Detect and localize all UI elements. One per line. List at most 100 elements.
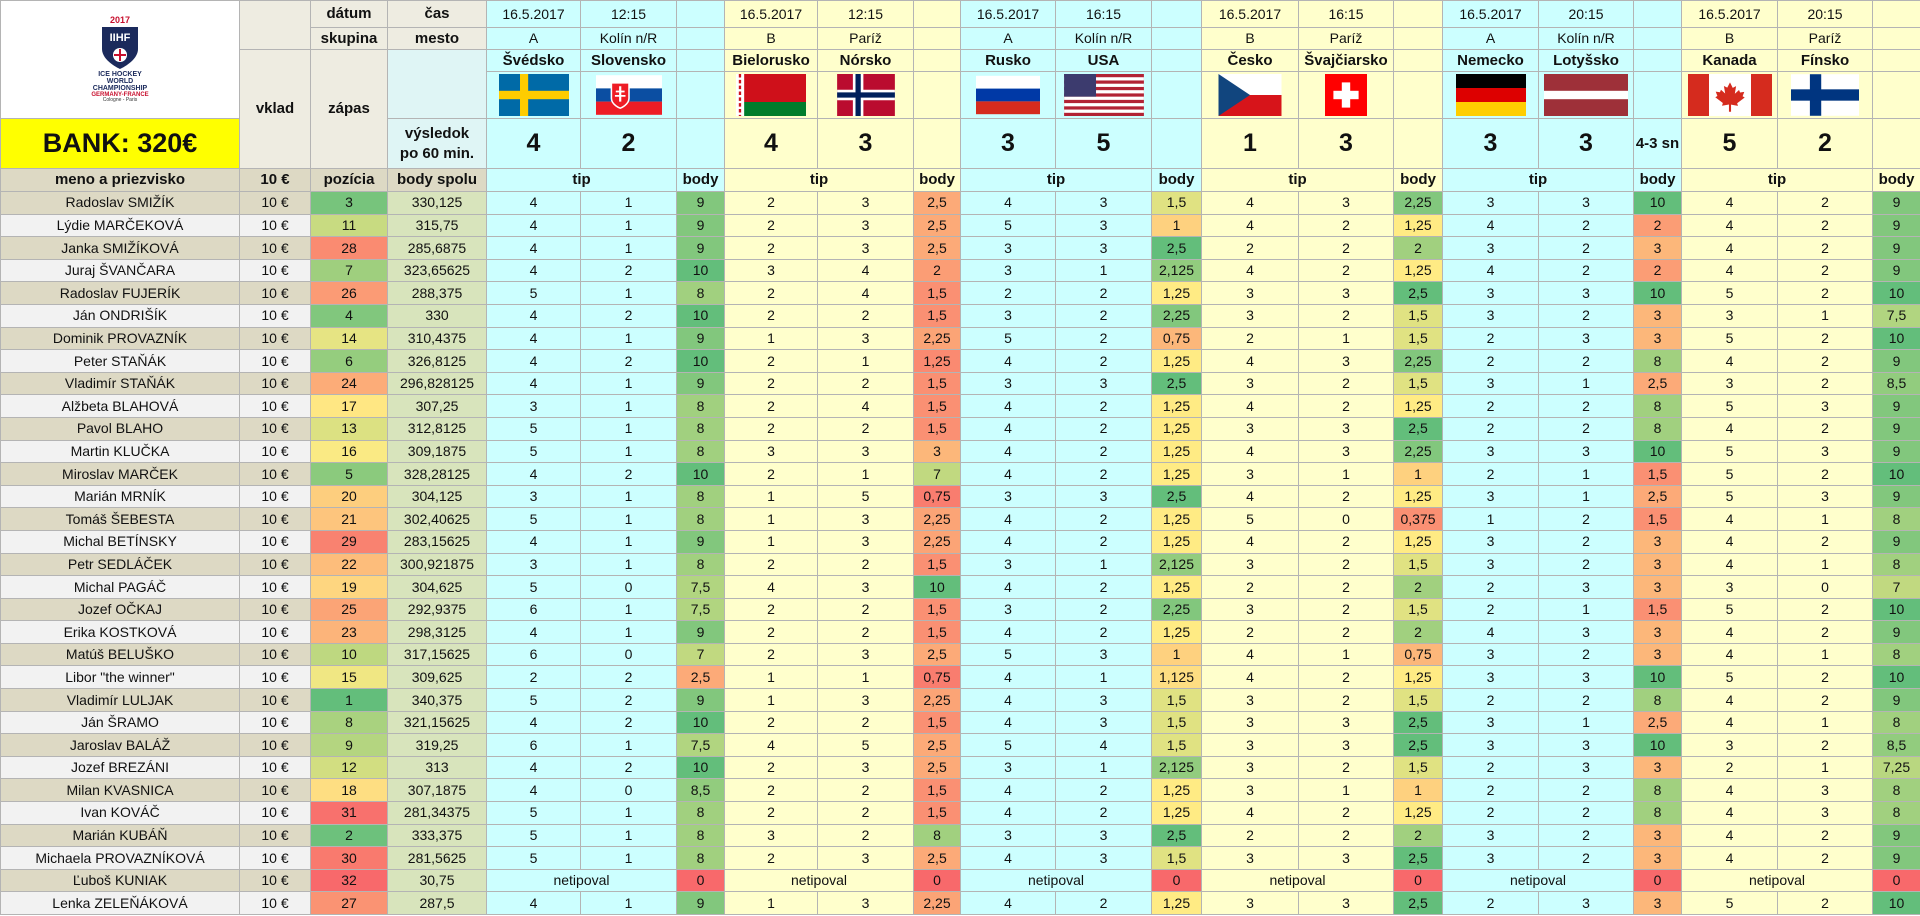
- tip-home: 4: [1201, 642, 1299, 667]
- bank: BANK: 320€: [0, 118, 240, 169]
- column-header: tip: [960, 168, 1152, 192]
- column-header: body: [1872, 168, 1920, 192]
- column-header: body spolu: [387, 168, 487, 192]
- tip-points: 1,5: [913, 394, 961, 418]
- match-date: 16.5.2017: [486, 0, 581, 28]
- player-stake: 10 €: [239, 868, 311, 893]
- tip-home: 2: [1442, 349, 1539, 373]
- tip-points: 1,5: [913, 416, 961, 441]
- tip-home: 2: [724, 281, 818, 305]
- tip-home: 2: [724, 213, 818, 238]
- tip-home: 5: [486, 688, 581, 712]
- tip-points: 7: [676, 642, 725, 667]
- tip-points: 2,25: [913, 688, 961, 712]
- tip-points: 8: [676, 801, 725, 825]
- blank: [239, 0, 311, 50]
- tip-away: 4: [817, 394, 914, 418]
- player-stake: 10 €: [239, 597, 311, 622]
- tip-away: 1: [580, 281, 677, 305]
- team-name: Fínsko: [1777, 49, 1873, 72]
- tip-points: 1,5: [913, 303, 961, 328]
- player-name: Erika KOSTKOVÁ: [0, 620, 240, 644]
- tip-away: 0: [1777, 575, 1873, 599]
- player-stake: 10 €: [239, 416, 311, 441]
- tip-points: 1,25: [1393, 258, 1443, 283]
- player-total: 300,921875: [387, 552, 487, 577]
- player-total: 330: [387, 303, 487, 328]
- player-position: 24: [310, 371, 388, 396]
- tip-home: 4: [486, 236, 581, 260]
- tip-points: 3: [1633, 303, 1682, 328]
- table-row: Erika KOSTKOVÁ 10 €23 298,3125 4 1 9 2 2 1,5 4 2 1,…: [0, 620, 1920, 644]
- tip-home: 2: [724, 846, 818, 870]
- tip-away: 2: [1055, 597, 1152, 622]
- player-name: Lenka ZELEŇÁKOVÁ: [0, 891, 240, 915]
- tip-away: 3: [1777, 439, 1873, 464]
- column-header: body: [1151, 168, 1202, 192]
- tip-away: 3: [1538, 575, 1634, 599]
- tip-away: 1: [817, 462, 914, 486]
- tip-home: 2: [724, 236, 818, 260]
- tip-home: 5: [960, 213, 1056, 238]
- blank: [676, 27, 725, 50]
- tip-away: 3: [1055, 846, 1152, 870]
- flag: [1681, 71, 1778, 119]
- tip-points: 1,25: [1393, 213, 1443, 238]
- tip-points: 2,25: [913, 891, 961, 915]
- table-row: Ján ONDRIŠÍK 10 €4 330 4 2 10 2 2 1,5 3 2 2,25 3 2 1,5…: [0, 303, 1920, 328]
- player-stake: 10 €: [239, 213, 311, 238]
- table-row: Alžbeta BLAHOVÁ 10 €17 307,25 3 1 8 2 4 1,5 4 2 1,2…: [0, 394, 1920, 418]
- tip-away: 1: [580, 733, 677, 757]
- tip-away: 1: [1538, 597, 1634, 622]
- tip-home: 3: [1201, 733, 1299, 757]
- tip-home: 3: [1201, 755, 1299, 780]
- tip-away: 2: [1777, 191, 1873, 215]
- match-city: Paríž: [1298, 27, 1394, 50]
- tip-points: 3: [1633, 326, 1682, 351]
- player-stake: 10 €: [239, 507, 311, 531]
- tip-home: 3: [1681, 733, 1778, 757]
- tip-points: 1: [1151, 642, 1202, 667]
- tip-away: 2: [1055, 891, 1152, 915]
- tip-home: 2: [724, 303, 818, 328]
- column-header: 10 €: [239, 168, 311, 192]
- match-city: Kolín n/R: [1055, 27, 1152, 50]
- header-label: čas: [387, 0, 487, 28]
- tip-points: 3: [1633, 755, 1682, 780]
- tip-points: 2,25: [913, 529, 961, 554]
- player-stake: 10 €: [239, 891, 311, 915]
- tip-away: 3: [817, 755, 914, 780]
- tip-away: 2: [1298, 484, 1394, 509]
- tip-points: 9: [1872, 349, 1920, 373]
- tip-home: 2: [724, 620, 818, 644]
- blank: [1151, 27, 1202, 50]
- tip-home: 4: [1681, 258, 1778, 283]
- tip-away: 1: [1777, 303, 1873, 328]
- player-position: 22: [310, 552, 388, 577]
- tip-away: 2: [580, 710, 677, 735]
- tip-points: 2,25: [913, 326, 961, 351]
- score: 3: [817, 118, 914, 169]
- table-row: Juraj ŠVANČARA 10 €7 323,65625 4 2 10 3 4 2 3 1 2,1…: [0, 258, 1920, 283]
- tip-away: 3: [817, 688, 914, 712]
- player-stake: 10 €: [239, 688, 311, 712]
- tip-away: 1: [580, 191, 677, 215]
- tip-away: 1: [1538, 371, 1634, 396]
- player-stake: 10 €: [239, 191, 311, 215]
- tip-away: 3: [1298, 349, 1394, 373]
- team-name: Slovensko: [580, 49, 677, 72]
- team-name: Kanada: [1681, 49, 1778, 72]
- tip-away: 2: [1298, 665, 1394, 690]
- tip-points: 10: [1872, 665, 1920, 690]
- player-position: 3: [310, 191, 388, 215]
- blank: [676, 118, 725, 169]
- tip-home: 5: [1681, 484, 1778, 509]
- score: 4: [724, 118, 818, 169]
- tip-home: 6: [486, 597, 581, 622]
- tip-home: 2: [1681, 755, 1778, 780]
- header-label: skupina: [310, 27, 388, 50]
- player-name: Ľuboš KUNIAK: [0, 868, 240, 893]
- tip-points: 8,5: [1872, 371, 1920, 396]
- tip-home: 4: [1681, 507, 1778, 531]
- tip-home: 4: [960, 710, 1056, 735]
